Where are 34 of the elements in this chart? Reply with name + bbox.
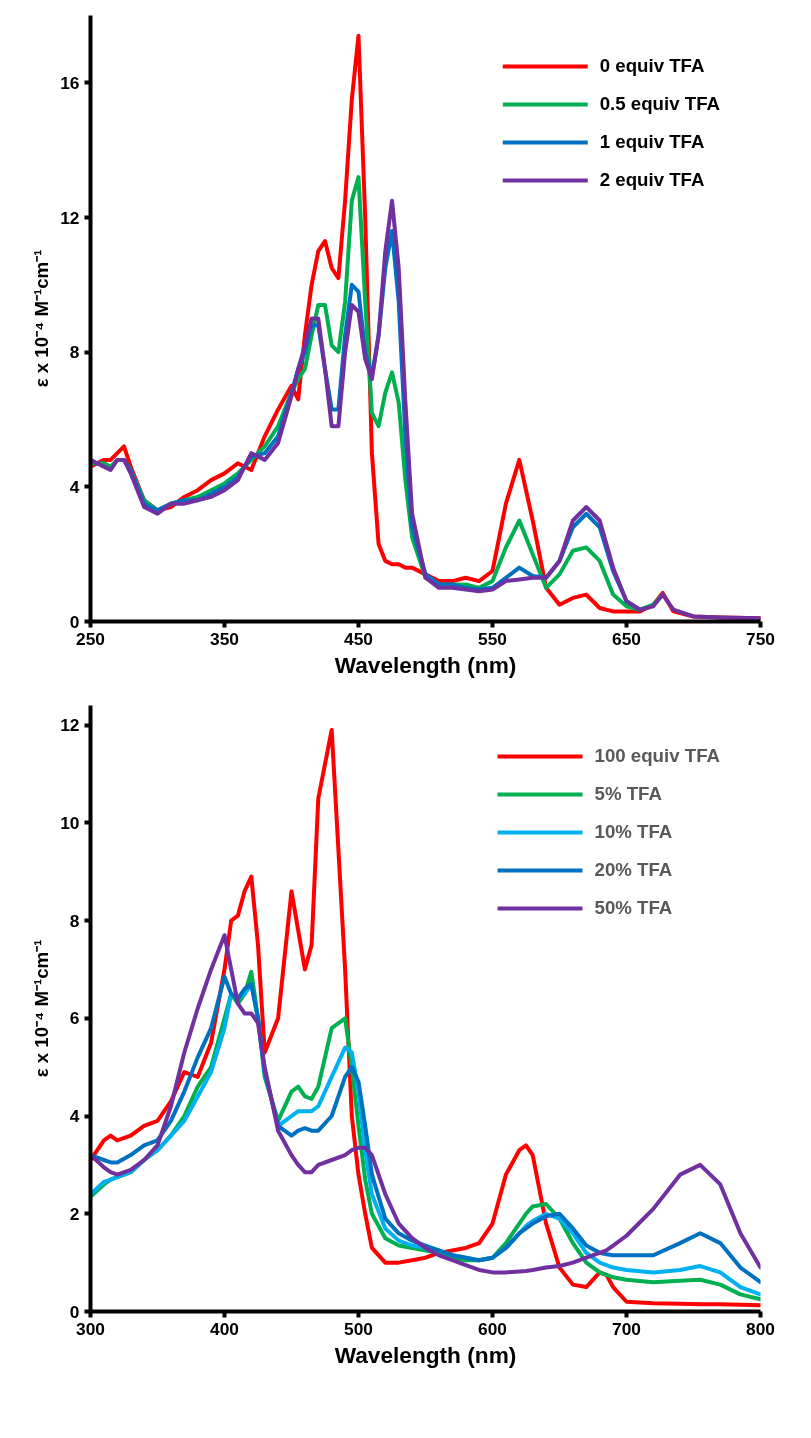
legend-label: 5% TFA — [594, 783, 662, 805]
x-tick-label: 600 — [478, 1318, 507, 1339]
y-tick-label: 8 — [69, 910, 80, 931]
line-series — [90, 727, 761, 1308]
y-tick-label: 4 — [69, 476, 80, 497]
y-axis-title: ε x 10⁻⁴ M⁻¹cm⁻¹ — [31, 939, 53, 1078]
x-tick-label: 500 — [344, 1318, 373, 1339]
y-tick-label: 12 — [60, 207, 80, 228]
x-tick-label: 550 — [478, 628, 507, 649]
legend-label: 2 equiv TFA — [599, 169, 705, 191]
y-tick-label: 16 — [60, 72, 80, 93]
legend-label: 10% TFA — [594, 821, 673, 843]
y-tick-label: 10 — [60, 812, 80, 833]
legend-label: 100 equiv TFA — [594, 745, 720, 767]
legend-label: 50% TFA — [594, 897, 673, 919]
y-tick-label: 6 — [69, 1008, 80, 1029]
x-tick-label: 400 — [210, 1318, 239, 1339]
x-tick-label: 650 — [612, 628, 641, 649]
x-tick-label: 450 — [344, 628, 373, 649]
x-axis-title: Wavelength (nm) — [334, 651, 517, 678]
y-tick-label: 8 — [69, 342, 80, 363]
x-tick-label: 700 — [612, 1318, 641, 1339]
x-tick-label: 800 — [746, 1318, 775, 1339]
y-axis-title: ε x 10⁻⁴ M⁻¹cm⁻¹ — [31, 249, 53, 388]
legend-label: 0.5 equiv TFA — [599, 93, 720, 115]
x-tick-label: 350 — [210, 628, 239, 649]
legend-label: 1 equiv TFA — [599, 131, 705, 153]
legend-label: 0 equiv TFA — [599, 55, 705, 77]
y-tick-label: 12 — [60, 715, 80, 736]
x-tick-label: 750 — [746, 628, 775, 649]
x-axis-title: Wavelength (nm) — [334, 1341, 517, 1368]
legend-label: 20% TFA — [594, 859, 673, 881]
y-tick-label: 4 — [69, 1106, 80, 1127]
y-tick-label: 2 — [69, 1203, 80, 1224]
